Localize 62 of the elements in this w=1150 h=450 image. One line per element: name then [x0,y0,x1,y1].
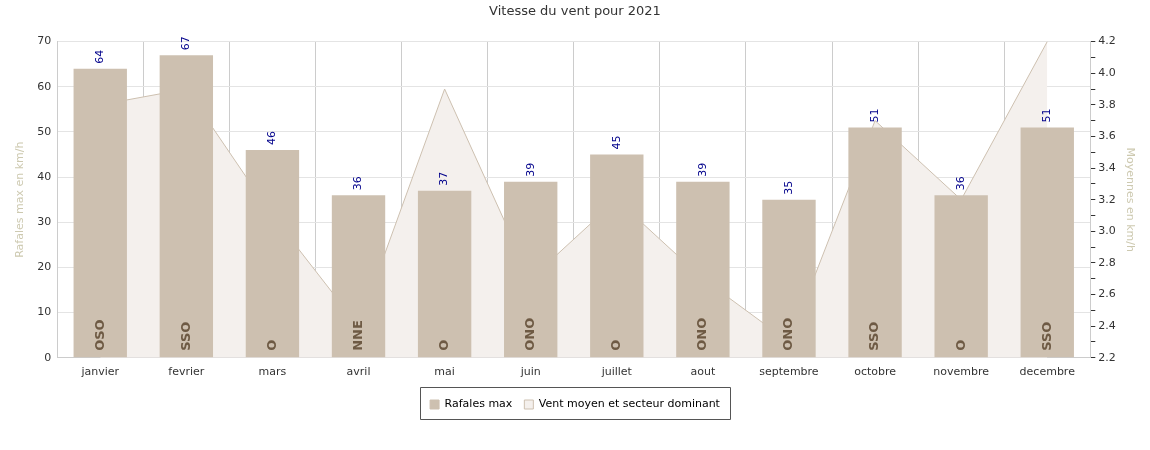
annotation: NNE [349,320,365,351]
y-tick-label: 40 [37,169,52,183]
y-tick-label: 0 [44,350,52,364]
bar [1020,127,1074,358]
y2-axis-title: Moyennes en km/h [1123,147,1137,252]
data-label: 46 [265,131,279,146]
annotation: ONO [522,317,538,351]
x-tick-label: fevrier [168,365,205,379]
data-label: 35 [781,180,795,195]
bar [417,190,472,358]
legend-label: Vent moyen et secteur dominant [538,397,721,411]
x-tick-label: septembre [759,365,819,379]
data-label: 51 [867,108,881,123]
y2-tick-label: 2.4 [1098,319,1116,333]
x-tick-label: decembre [1019,365,1076,379]
y2-tick-label: 2.6 [1098,287,1116,301]
x-tick-label: juillet [600,365,633,379]
y2-tick-label: 3.8 [1098,97,1116,111]
y-tick-label: 20 [37,260,52,274]
y2-tick-label: 3.0 [1098,224,1116,238]
y-tick-label: 60 [37,79,52,93]
data-label: 36 [954,176,968,191]
y2-tick-label: 4.0 [1098,66,1116,80]
annotation: SSO [866,321,882,351]
y-axis-title: Rafales max en km/h [13,141,27,258]
legend-label: Rafales max [444,397,513,411]
annotation: ONO [780,317,796,351]
y2-tick-label: 3.6 [1098,129,1116,143]
annotation: O [952,339,968,351]
y2-tick-label: 2.8 [1098,255,1116,269]
x-tick-label: janvier [80,365,120,379]
data-label: 37 [437,171,451,186]
y2-tick-label: 3.4 [1098,160,1116,174]
data-label: 36 [351,176,365,191]
data-label: 67 [179,36,193,51]
x-tick-label: aout [690,365,716,379]
x-tick-label: mai [434,365,455,379]
data-label: 45 [609,135,623,150]
data-label: 51 [1040,108,1054,123]
y2-tick-label: 3.2 [1098,192,1116,206]
x-tick-label: mars [258,365,287,379]
data-label: 64 [93,49,107,64]
annotation: O [435,339,451,351]
y-tick-label: 10 [37,305,52,319]
x-tick-label: juin [519,365,541,379]
chart-title: Vitesse du vent pour 2021 [489,3,661,19]
y-tick-label: 30 [37,215,52,229]
annotation: OSO [91,319,107,351]
y2-tick-label: 4.2 [1098,34,1116,48]
annotation: O [608,339,624,351]
data-label: 39 [695,162,709,177]
annotation: O [263,339,279,351]
y2-tick-label: 2.2 [1098,350,1116,364]
annotation: SSO [177,321,193,351]
x-tick-label: avril [346,365,371,379]
annotation: ONO [694,317,710,351]
data-label: 39 [523,162,537,177]
x-tick-label: novembre [933,365,990,379]
annotation: SSO [1038,321,1054,351]
x-tick-label: octobre [854,365,897,379]
y-tick-label: 70 [37,34,52,48]
y-tick-label: 50 [37,124,52,138]
